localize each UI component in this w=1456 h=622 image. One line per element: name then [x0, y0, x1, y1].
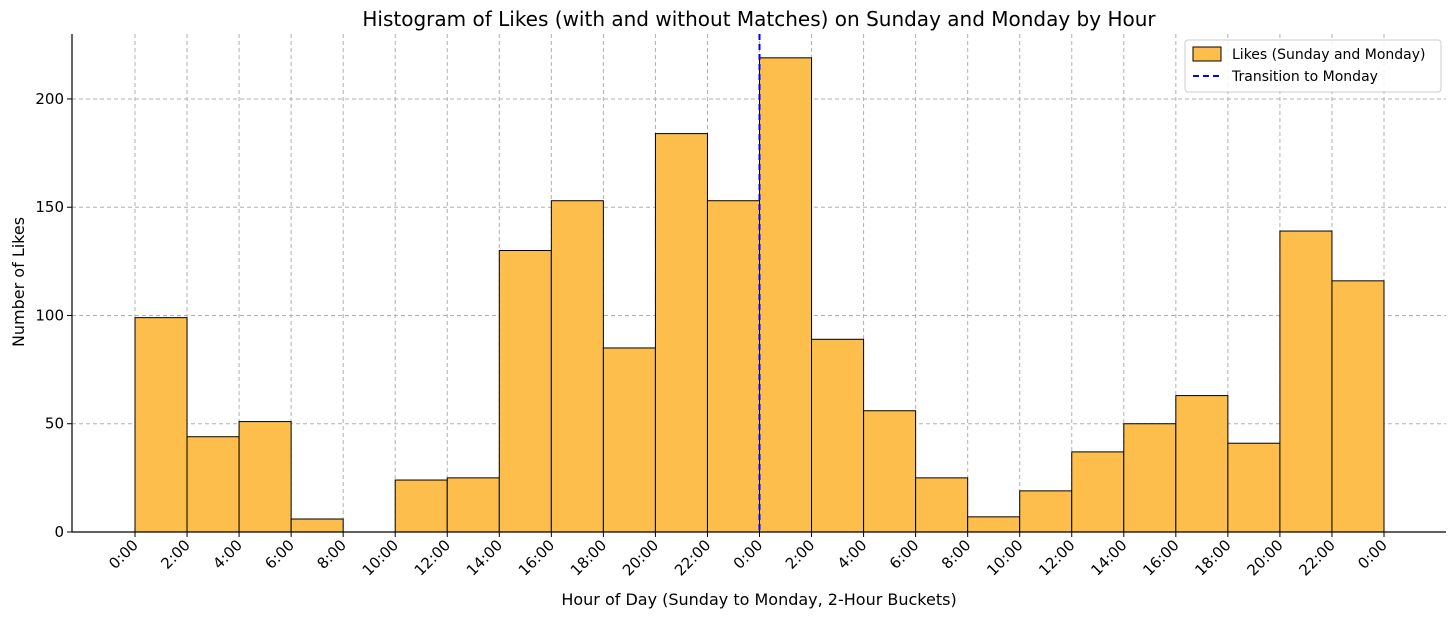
x-tick-label: 20:00 — [619, 536, 662, 579]
y-tick-label: 100 — [35, 306, 64, 324]
x-tick-label: 14:00 — [1087, 536, 1130, 579]
x-tick-label: 16:00 — [515, 536, 558, 579]
x-tick-label: 6:00 — [261, 536, 298, 573]
legend-item-transition: Transition to Monday — [1231, 69, 1378, 85]
histogram-bar — [134, 317, 188, 533]
axes — [67, 34, 1446, 537]
x-tick-label: 0:00 — [1354, 536, 1391, 573]
x-tick-label: 22:00 — [671, 536, 714, 579]
histogram-bar — [498, 250, 552, 533]
y-axis-label: Number of Likes — [9, 217, 28, 347]
x-tick-label: 10:00 — [983, 536, 1026, 579]
x-tick-label: 20:00 — [1243, 536, 1286, 579]
y-tick-label: 200 — [35, 90, 64, 108]
histogram-bar — [1071, 451, 1125, 533]
legend: Likes (Sunday and Monday) Transition to … — [1184, 39, 1442, 93]
x-tick-label: 22:00 — [1295, 536, 1338, 579]
x-tick-label: 12:00 — [411, 536, 454, 579]
histogram-bar — [602, 347, 656, 533]
x-tick-label: 4:00 — [834, 536, 871, 573]
legend-bar-swatch — [1192, 46, 1222, 62]
histogram-bar — [863, 410, 917, 533]
x-tick-label: 8:00 — [313, 536, 350, 573]
x-tick-label: 16:00 — [1139, 536, 1182, 579]
histogram-bar — [394, 479, 448, 533]
x-tick-label: 10:00 — [359, 536, 402, 579]
histogram-bar — [1175, 395, 1229, 533]
y-tick-label: 150 — [35, 198, 64, 216]
histogram-bar — [1331, 280, 1385, 533]
histogram-bar — [811, 338, 865, 533]
chart-title: Histogram of Likes (with and without Mat… — [362, 7, 1156, 31]
histogram-bar — [290, 518, 344, 533]
x-tick-label: 18:00 — [567, 536, 610, 579]
legend-item-likes: Likes (Sunday and Monday) — [1232, 47, 1425, 63]
histogram-bar — [550, 200, 604, 533]
x-tick-label: 2:00 — [157, 536, 194, 573]
x-tick-label: 6:00 — [886, 536, 923, 573]
x-tick-label: 12:00 — [1035, 536, 1078, 579]
histogram-bar — [1279, 230, 1333, 533]
histogram-bar — [706, 200, 760, 533]
legend-box — [1184, 39, 1442, 93]
histogram-bar — [1123, 423, 1177, 533]
x-tick-label: 14:00 — [463, 536, 506, 579]
x-axis-label: Hour of Day (Sunday to Monday, 2-Hour Bu… — [561, 590, 956, 609]
histogram-bar — [446, 477, 500, 533]
x-tick-label: 8:00 — [938, 536, 975, 573]
y-tick-label: 50 — [45, 415, 64, 433]
histogram-bar — [1227, 442, 1281, 533]
x-tick-label: 2:00 — [782, 536, 819, 573]
x-tick-label: 0:00 — [105, 536, 142, 573]
x-tick-label: 4:00 — [209, 536, 246, 573]
histogram-bar — [759, 57, 813, 533]
y-tick-label: 0 — [54, 523, 64, 541]
histogram-bar — [654, 133, 708, 533]
histogram-bar — [186, 436, 240, 533]
histogram-bar — [915, 477, 969, 533]
x-tick-label: 0:00 — [730, 536, 767, 573]
x-tick-label: 18:00 — [1191, 536, 1234, 579]
histogram-bar — [967, 516, 1021, 533]
histogram-bar — [238, 421, 292, 533]
histogram-bars — [134, 57, 1385, 533]
histogram-bar — [1019, 490, 1073, 533]
